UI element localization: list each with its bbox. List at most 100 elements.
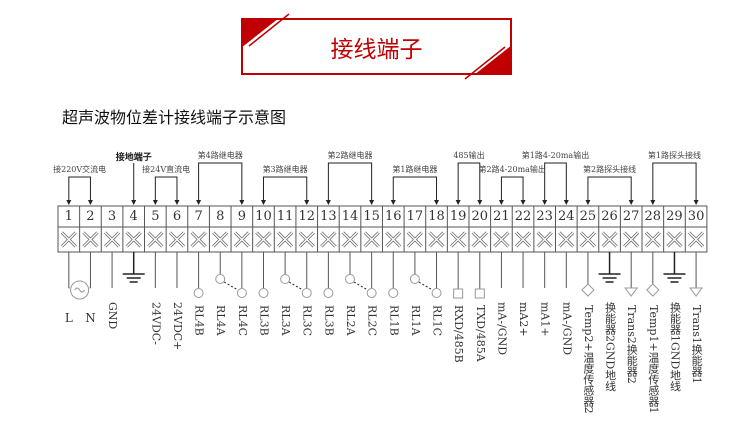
terminal-label: mA-/GND [560,302,574,356]
arrow-down-icon [325,200,331,205]
terminal-number: 23 [536,209,553,224]
group-label: 第3路继电器 [262,165,308,174]
group-label: 接地端子 [115,153,152,163]
terminal-number: 24 [558,209,575,224]
ac-wave-icon [74,287,86,293]
banner-corner-decoration [241,13,512,80]
sensor-diamond-icon [646,283,660,297]
relay-common-icon [409,274,420,284]
terminal-label: GND [106,302,120,330]
group-label: 接24V直流电 [142,165,191,174]
terminal-label: Trans2换能器2 [625,305,639,384]
terminal-number: 11 [276,209,294,224]
terminal-number: 4 [129,209,138,224]
relay-switch-icon [223,281,239,291]
group-bracket [154,176,178,204]
arrow-down-icon [196,200,202,205]
terminal-number: 6 [172,209,182,224]
terminal-number: 19 [449,209,467,224]
group-label: 第4路继电器 [197,151,243,160]
group-label: 第1路探头接线 [647,151,701,160]
group-bracket [262,176,308,204]
screw-x-icon [493,232,509,247]
screw-x-icon [515,232,531,247]
terminal-number: 15 [363,209,380,224]
group-bracket [544,162,567,204]
terminal-number: 30 [687,209,705,224]
terminal-label: 换能器1GND地线 [668,302,682,392]
screw-x-icon [191,232,207,247]
group-bracket [68,176,91,204]
screw-x-icon [126,232,142,247]
terminal-label: RL4A [214,305,228,336]
arrow-down-icon [520,200,526,205]
terminal-number: 1 [64,209,73,224]
diagram-subtitle: 超声波物位差计接线端子示意图 [62,108,287,127]
arrow-down-icon [304,200,310,205]
terminal-label: mA2+ [517,302,531,337]
relay-common-icon [345,274,356,284]
relay-switch-icon [288,281,303,291]
screw-x-icon [234,232,250,247]
terminal-label: RL4C [235,305,249,337]
terminal-label: RL1C [430,305,444,337]
screw-x-icon [320,232,336,247]
screw-x-icon [645,232,661,247]
arrow-down-icon [260,200,266,205]
screw-x-icon [407,232,423,247]
ground-icon [598,273,621,283]
terminal-number: 5 [151,209,160,224]
terminal-number: 14 [341,209,359,224]
group-label: 第1路继电器 [392,165,438,174]
terminal-label: L [64,311,73,325]
screw-x-icon [429,232,445,247]
relay-contact-icon [366,288,377,298]
arrow-down-icon [693,200,699,205]
terminal-number: 17 [406,209,424,224]
group-label: 第2路探头接线 [583,165,637,174]
arrow-down-icon [434,200,440,205]
relay-contact-icon [301,288,312,298]
terminal-label: RL2C [365,305,379,337]
group-bracket [392,176,438,204]
arrow-down-icon [239,200,245,205]
group-bracket [198,162,243,204]
arrow-down-icon [369,200,375,205]
terminal-label: TXD/485A [473,305,487,362]
relay-contact-icon [388,288,399,298]
group-bracket [457,162,481,204]
screw-x-icon [104,232,120,247]
group-label: 第1路4-20ma输出 [521,151,590,160]
relay-contact-icon [258,288,269,298]
screw-x-icon [666,232,682,247]
arrow-down-icon [563,200,569,205]
arrow-down-icon [542,200,548,205]
transducer-triangle-icon [624,287,639,297]
ground-icon [122,273,145,283]
screw-x-icon [364,232,380,247]
screw-x-icon [688,232,704,247]
relay-switch-icon [418,281,433,291]
screw-x-icon [169,232,185,247]
group-label: 第2路4-20ma输出 [478,165,546,174]
screw-x-icon [580,232,596,247]
arrow-down-icon [131,200,137,205]
terminal-number: 21 [493,209,510,224]
relay-contact-icon [323,288,334,298]
port-square-icon [453,288,464,299]
arrow-down-icon [66,200,72,205]
terminal-label: mA1+ [538,302,552,337]
terminal-number: 28 [644,209,662,224]
group-bracket [652,162,697,204]
arrow-down-icon [477,200,483,205]
sensor-diamond-icon [581,283,595,297]
terminal-number: 18 [428,209,445,224]
screw-x-icon [623,232,639,247]
screw-x-icon [602,232,618,247]
arrow-down-icon [455,200,461,205]
terminal-label: RL1A [408,305,422,336]
screw-x-icon [385,232,401,247]
terminal-number: 29 [666,209,683,224]
